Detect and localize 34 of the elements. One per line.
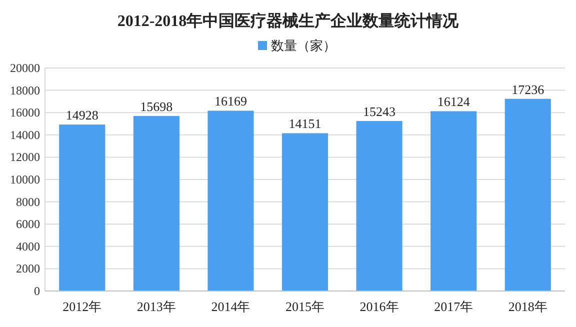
data-label: 14928: [66, 108, 98, 123]
data-label: 17236: [512, 82, 545, 97]
y-tick-label: 0: [34, 284, 40, 298]
y-tick-label: 20000: [10, 61, 40, 75]
data-label: 16124: [437, 94, 470, 110]
y-tick-label: 4000: [16, 239, 40, 254]
legend-label: 数量（家）: [271, 38, 336, 53]
data-label: 14151: [288, 116, 322, 132]
x-tick-label: 2016年: [360, 299, 399, 314]
data-label: 15698: [140, 98, 173, 114]
x-tick-label: 2015年: [286, 299, 324, 314]
bar: [504, 98, 551, 291]
y-tick-label: 18000: [10, 83, 40, 98]
y-tick-label: 12000: [10, 150, 40, 164]
x-tick-label: 2014年: [211, 299, 250, 314]
y-tick-label: 16000: [10, 106, 40, 120]
bar: [282, 133, 328, 291]
y-tick-label: 10000: [10, 172, 40, 186]
x-tick-label: 2018年: [508, 299, 548, 314]
y-tick-label: 6000: [16, 217, 40, 232]
bar: [208, 110, 254, 291]
x-tick-label: 2012年: [62, 299, 102, 314]
data-label: 16169: [214, 94, 247, 109]
y-tick-label: 2000: [16, 262, 40, 276]
data-label: 15243: [363, 104, 396, 120]
bar: [133, 116, 180, 291]
chart-title: 2012-2018年中国医疗器械生产企业数量统计情况: [117, 12, 460, 30]
bar: [430, 111, 477, 291]
bar: [59, 124, 106, 291]
x-tick-label: 2017年: [434, 299, 474, 314]
x-tick-label: 2013年: [136, 299, 176, 314]
y-tick-label: 14000: [10, 128, 40, 142]
bar: [356, 121, 402, 291]
y-tick-label: 8000: [16, 194, 40, 209]
